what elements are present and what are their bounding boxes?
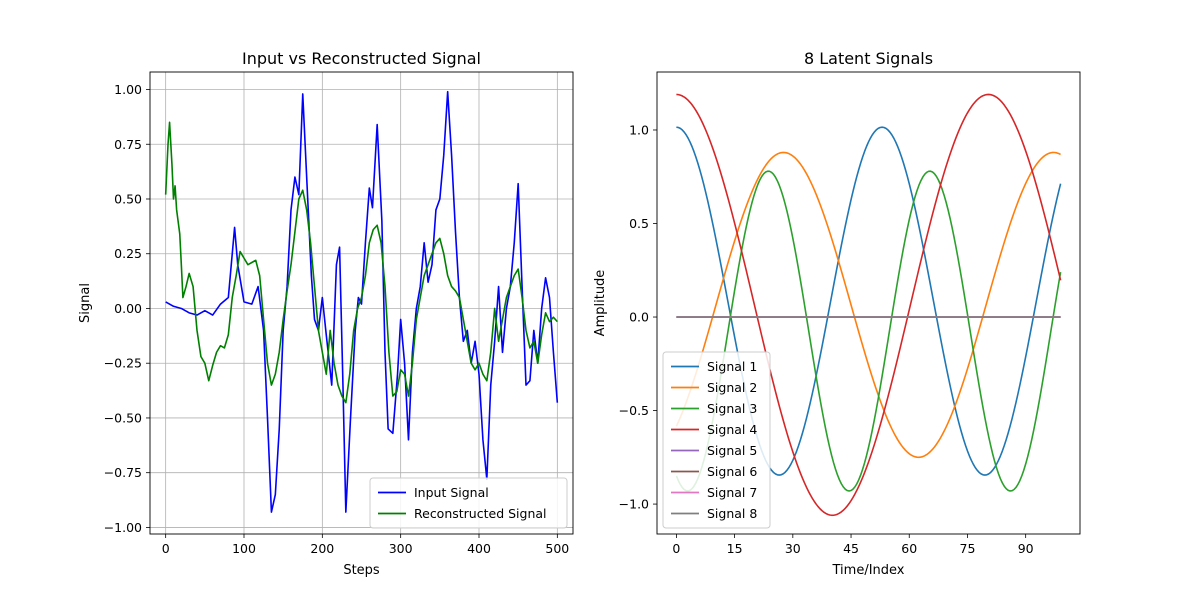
x-tick-label: 45 <box>843 541 859 556</box>
series-line-2 <box>675 151 1061 459</box>
legend: Signal 1 Signal 2 Signal 3 Signal 4 Signal 5… <box>662 351 771 529</box>
plot-area <box>164 90 559 513</box>
y-tick-label: 1.00 <box>114 82 142 97</box>
legend-label-2: Signal 2 <box>707 380 757 395</box>
x-tick-label: 0 <box>672 541 680 556</box>
y-tick-label: 0.00 <box>114 301 142 316</box>
x-axis-label: Steps <box>343 563 380 578</box>
legend-label-4: Signal 4 <box>707 422 757 437</box>
y-tick-label: −0.75 <box>104 465 142 480</box>
x-tick-label: 0 <box>162 541 170 556</box>
x-tick-label: 60 <box>901 541 917 556</box>
chart-latent-signals: 0 15 30 45 60 75 90 −1.0 −0.5 0.0 0.5 1.0 8 Latent S… <box>593 49 1081 578</box>
y-tick-label: −1.00 <box>104 520 142 535</box>
series-line-4 <box>676 93 1062 517</box>
y-tick-label: −0.50 <box>104 410 142 425</box>
x-tick-label: 30 <box>785 541 801 556</box>
x-tick-label: 15 <box>727 541 743 556</box>
legend-label-7: Signal 7 <box>707 485 757 500</box>
y-tick-label: 0.5 <box>629 216 649 231</box>
legend-box <box>662 351 771 529</box>
legend-label-1: Signal 1 <box>707 359 757 374</box>
series-line-1 <box>165 90 559 513</box>
legend-label-3: Signal 3 <box>707 401 757 416</box>
x-tick-label: 200 <box>310 541 334 556</box>
x-tick-label: 75 <box>960 541 976 556</box>
y-axis-label: Signal <box>78 283 93 323</box>
series-line-2 <box>164 121 558 404</box>
y-tick-label: 0.75 <box>114 137 142 152</box>
legend-label-1: Input Signal <box>414 485 489 500</box>
legend-box <box>369 477 568 529</box>
legend-label-2: Reconstructed Signal <box>414 506 547 521</box>
y-tick-label: −0.5 <box>619 403 649 418</box>
y-tick-label: 1.0 <box>629 122 649 137</box>
y-tick-label: −0.25 <box>104 356 142 371</box>
y-axis-label: Amplitude <box>593 270 608 337</box>
axes-frame <box>656 71 1081 535</box>
chart-input-vs-reconstructed: 0 100 200 300 400 500 −1.00 −0.75 −0.50 −0.25 0.00… <box>78 49 574 578</box>
y-tick-label: 0.25 <box>114 246 142 261</box>
chart-title: 8 Latent Signals <box>804 49 933 68</box>
y-tick-label: 0.50 <box>114 191 142 206</box>
x-axis-label: Time/Index <box>832 563 905 578</box>
axes-frame <box>149 71 574 535</box>
y-tick-label: −1.0 <box>619 497 649 512</box>
x-tick-label: 300 <box>389 541 413 556</box>
chart-title: Input vs Reconstructed Signal <box>242 49 481 68</box>
x-tick-label: 400 <box>467 541 491 556</box>
x-tick-label: 100 <box>232 541 256 556</box>
legend-label-6: Signal 6 <box>707 464 757 479</box>
legend-label-8: Signal 8 <box>707 506 757 521</box>
y-tick-label: 0.0 <box>629 310 649 325</box>
legend-label-5: Signal 5 <box>707 443 757 458</box>
legend: Input Signal Reconstructed Signal <box>369 477 568 529</box>
series-line-3 <box>675 170 1062 492</box>
x-tick-label: 90 <box>1018 541 1034 556</box>
x-tick-label: 500 <box>545 541 569 556</box>
